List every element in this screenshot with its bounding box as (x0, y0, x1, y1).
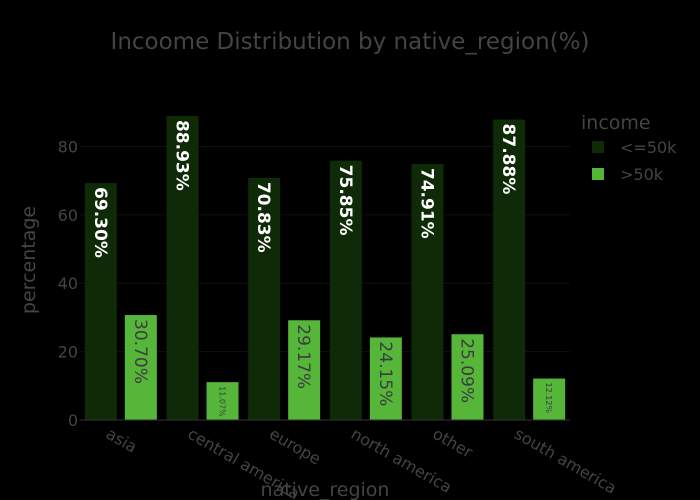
legend-label[interactable]: <=50k (620, 138, 677, 157)
data-label: 25.09% (457, 338, 477, 403)
legend-title: income (581, 112, 651, 134)
bar-le50k-north-america (329, 160, 362, 420)
x-tick-label: other (430, 424, 477, 462)
bar-gt50k-asia (124, 315, 157, 420)
data-label: 30.70% (130, 319, 150, 384)
bar-gt50k-north-america (369, 337, 402, 420)
data-label: 88.93% (172, 120, 192, 191)
y-tick-label: 20 (58, 343, 78, 362)
chart-title: Incoome Distribution by native_region(%) (111, 29, 590, 55)
legend: income <=50k >50k (581, 112, 677, 184)
y-axis-title: percentage (18, 206, 40, 314)
legend-swatch (592, 168, 604, 180)
data-label: 29.17% (293, 324, 313, 389)
legend-label[interactable]: >50k (620, 165, 664, 184)
bar-gt50k-south-america (533, 378, 566, 420)
y-tick-label: 0 (68, 411, 78, 430)
bars (84, 115, 566, 421)
data-label: 75.85% (335, 165, 355, 236)
data-label: 70.83% (253, 182, 273, 253)
gridlines (80, 145, 570, 353)
y-axis-ticks: 0 20 40 60 80 (58, 137, 78, 430)
bar-le50k-asia (84, 183, 117, 420)
data-label: 69.30% (90, 187, 110, 258)
bar-le50k-south-america (493, 119, 526, 421)
bar-le50k-europe (248, 177, 281, 420)
bar-le50k-other (411, 163, 444, 420)
y-tick-label: 80 (58, 137, 78, 156)
bar-gt50k-europe (288, 320, 321, 420)
x-tick-label: asia (103, 424, 141, 457)
x-tick-label: south america (511, 424, 620, 498)
data-labels: 69.30% 30.70% 88.93% 11.07% 70.83% 29.17% 75.8… (90, 120, 553, 417)
data-label: 87.88% (498, 124, 518, 195)
x-axis-title: native_region (261, 479, 390, 500)
bar-gt50k-other (451, 334, 484, 420)
y-tick-label: 60 (58, 206, 78, 225)
legend-swatch (592, 141, 604, 153)
data-label: 24.15% (375, 341, 395, 406)
bar-le50k-central-america (166, 115, 199, 420)
x-tick-label: europe (266, 424, 324, 468)
bar-gt50k-central-america (206, 382, 239, 420)
data-label: 12.12% (544, 383, 553, 414)
y-tick-label: 40 (58, 274, 78, 293)
data-label: 74.91% (417, 168, 437, 239)
data-label: 11.07% (218, 386, 227, 417)
